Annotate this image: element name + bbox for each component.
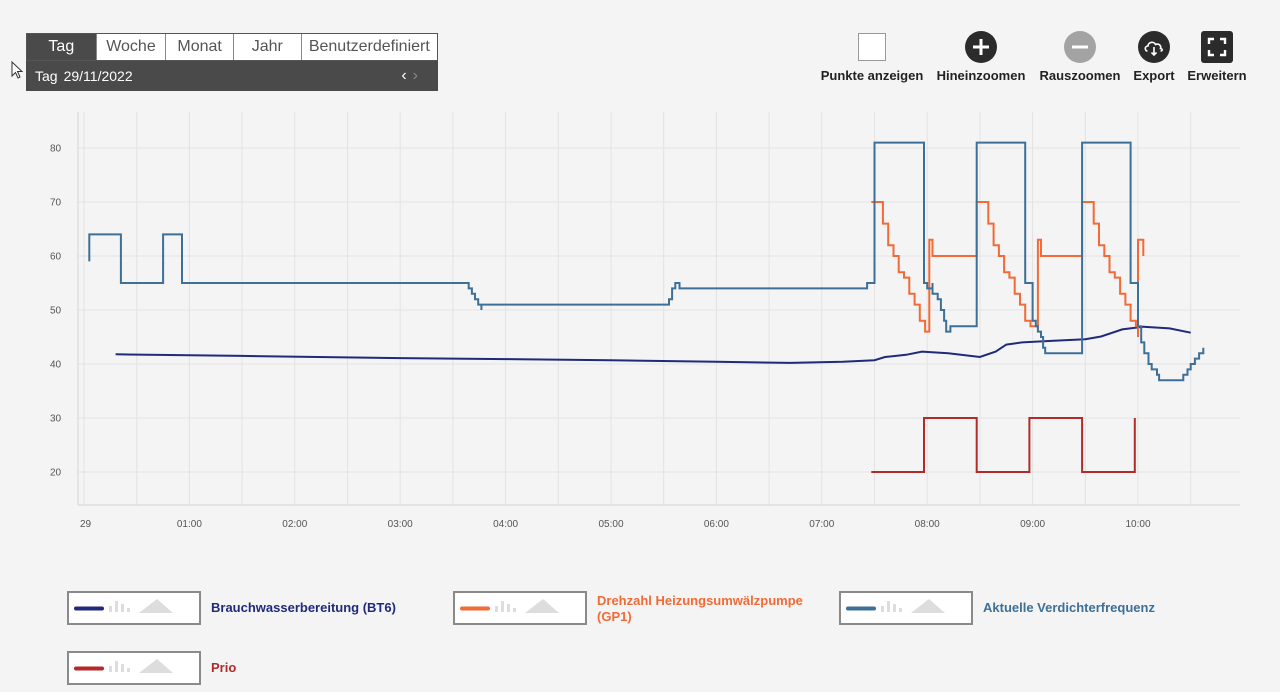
tab-tag[interactable]: Tag — [27, 34, 97, 60]
zoom-in-label: Hineinzoomen — [936, 68, 1026, 83]
y-tick-label: 70 — [50, 198, 62, 209]
date-prefix: Tag — [35, 68, 58, 84]
x-tick-label: 09:00 — [1020, 519, 1045, 530]
expand-button[interactable]: Erweitern — [1186, 30, 1248, 83]
chevron-right-icon[interactable]: › — [412, 67, 424, 84]
legend-line-icon — [74, 599, 173, 613]
legend-item-bt6[interactable]: Brauchwasserbereitung (BT6) — [67, 591, 396, 625]
export-label: Export — [1133, 68, 1175, 83]
legend-toggle-freq[interactable] — [839, 591, 973, 625]
x-tick-label: 07:00 — [809, 519, 834, 530]
legend-item-prio[interactable]: Prio — [67, 651, 236, 685]
series-line-2[interactable] — [871, 201, 1145, 337]
x-tick-label: 05:00 — [598, 519, 623, 530]
checkbox-icon[interactable] — [858, 33, 886, 61]
y-tick-label: 30 — [50, 414, 62, 425]
x-tick-label: 08:00 — [915, 519, 940, 530]
show-points-label: Punkte anzeigen — [820, 68, 924, 83]
x-tick-label: 06:00 — [704, 519, 729, 530]
period-tabs: Tag Woche Monat Jahr Benutzerdefiniert — [26, 33, 438, 61]
legend-line-icon — [460, 599, 559, 613]
zoom-out-button[interactable]: Rauszoomen — [1039, 30, 1121, 83]
tab-benutzerdefiniert[interactable]: Benutzerdefiniert — [308, 38, 430, 55]
series-line-4[interactable] — [871, 417, 1136, 473]
date-navigation: ‹› — [401, 67, 424, 85]
tab-jahr[interactable]: Jahr — [234, 34, 302, 60]
y-tick-label: 50 — [50, 306, 62, 317]
fullscreen-icon — [1201, 31, 1233, 63]
zoom-out-label: Rauszoomen — [1039, 68, 1121, 83]
tab-woche[interactable]: Woche — [97, 34, 167, 60]
legend-item-freq[interactable]: Aktuelle Verdichterfrequenz — [839, 591, 1155, 625]
date-value: 29/11/2022 — [63, 68, 133, 84]
chevron-left-icon[interactable]: ‹ — [401, 67, 413, 84]
legend-label-gp1: Drehzahl Heizungsumwälzpumpe (GP1) — [597, 593, 803, 624]
legend-label-prio: Prio — [211, 660, 237, 675]
plus-circle-icon — [965, 31, 997, 63]
legend-line-icon — [846, 599, 945, 613]
mouse-cursor-icon — [11, 61, 24, 79]
cloud-download-icon — [1138, 31, 1170, 63]
series-line-3[interactable] — [88, 141, 1205, 382]
legend-label-bt6: Brauchwasserbereitung (BT6) — [211, 600, 396, 615]
line-chart[interactable]: 20 30 40 50 60 70 80 29 01:00 02:00 03:00 04:00 05:0… — [0, 95, 1280, 540]
show-points-button[interactable]: Punkte anzeigen — [820, 30, 924, 83]
y-tick-label: 40 — [50, 360, 62, 371]
x-tick-label: 02:00 — [282, 519, 307, 530]
plot-area — [78, 112, 1240, 505]
legend-label-freq: Aktuelle Verdichterfrequenz — [983, 600, 1155, 615]
legend-toggle-bt6[interactable] — [67, 591, 201, 625]
x-tick-label: 03:00 — [388, 519, 413, 530]
chart-toolbar: Punkte anzeigen Hineinzoomen Rauszoomen — [0, 30, 1280, 90]
tab-monat[interactable]: Monat — [166, 34, 234, 60]
legend-toggle-prio[interactable] — [67, 651, 201, 685]
y-tick-label: 60 — [50, 252, 62, 263]
export-button[interactable]: Export — [1132, 30, 1176, 83]
expand-label: Erweitern — [1187, 68, 1247, 83]
period-selector: Tag Woche Monat Jahr Benutzerdefiniert T… — [26, 33, 438, 91]
legend-toggle-gp1[interactable] — [453, 591, 587, 625]
legend-item-gp1[interactable]: Drehzahl Heizungsumwälzpumpe (GP1) — [453, 591, 817, 625]
x-tick-label: 10:00 — [1125, 519, 1150, 530]
y-tick-label: 80 — [50, 144, 62, 155]
series-line-1[interactable] — [115, 325, 1191, 364]
x-tick-label: 29 — [80, 519, 92, 530]
x-tick-label: 01:00 — [177, 519, 202, 530]
zoom-in-button[interactable]: Hineinzoomen — [937, 30, 1025, 83]
date-bar: Tag 29/11/2022 ‹› — [26, 61, 438, 91]
x-tick-label: 04:00 — [493, 519, 518, 530]
legend-line-icon — [74, 659, 173, 673]
minus-circle-icon — [1064, 31, 1096, 63]
y-tick-label: 20 — [50, 468, 62, 479]
